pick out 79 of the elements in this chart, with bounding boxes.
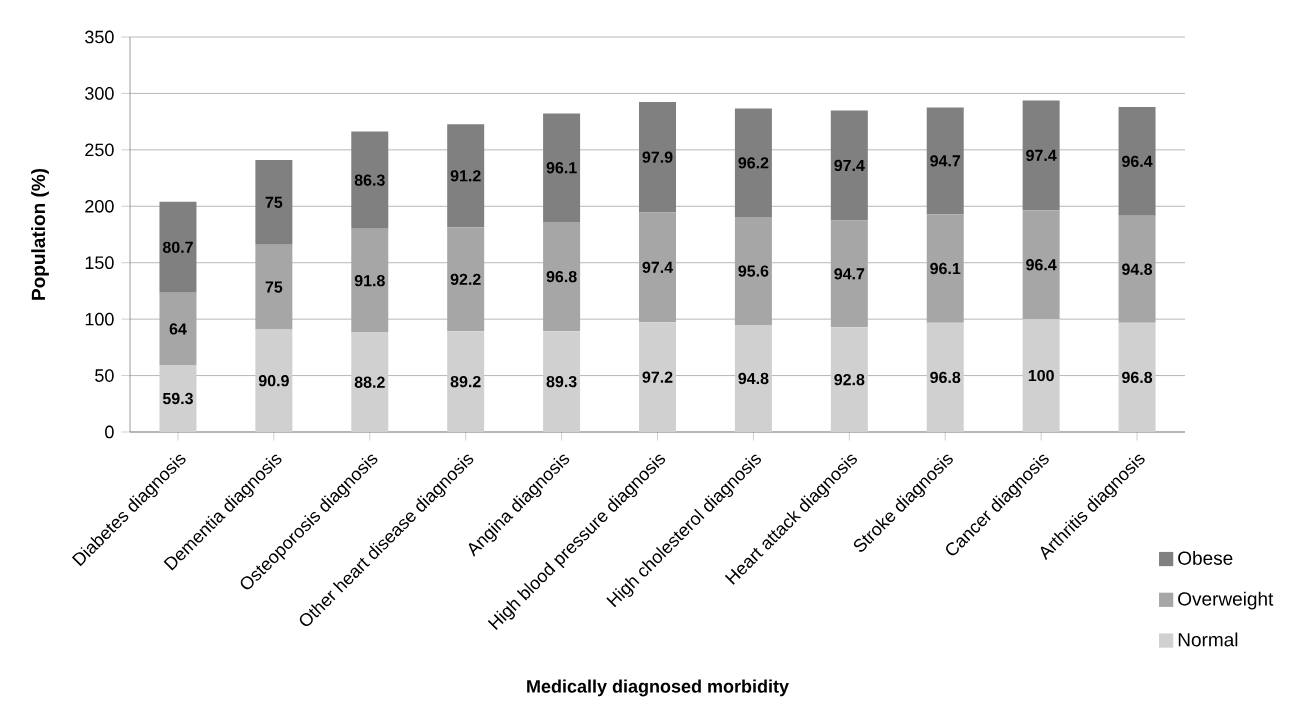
bar — [255, 329, 293, 432]
bar — [1118, 215, 1156, 323]
bar — [926, 322, 964, 432]
data-label: 91.2 — [450, 170, 481, 182]
bar — [734, 325, 772, 432]
data-label: 96.8 — [1122, 371, 1153, 384]
bar — [926, 107, 964, 215]
data-label: 97.4 — [642, 261, 673, 273]
data-label: 97.2 — [642, 371, 673, 383]
bar — [639, 322, 676, 432]
data-label: 97.4 — [1026, 149, 1057, 162]
bar — [543, 113, 581, 222]
data-label: 86.3 — [354, 174, 385, 186]
bar — [639, 101, 676, 213]
bar — [351, 228, 389, 333]
data-label: 96.1 — [930, 262, 961, 275]
data-label: 89.3 — [546, 375, 577, 388]
data-label: 91.8 — [354, 274, 385, 287]
bar — [159, 365, 197, 432]
data-label: 88.2 — [354, 376, 385, 388]
data-label: 94.8 — [738, 372, 769, 385]
data-label: 94.8 — [1122, 263, 1153, 275]
bar — [926, 214, 964, 323]
y-tick-label: 50 — [95, 369, 114, 382]
x-axis-title: Medically diagnosed morbidity — [527, 679, 789, 697]
bar — [159, 201, 197, 293]
bar — [255, 160, 293, 245]
data-label: 80.7 — [162, 241, 193, 253]
data-label: 92.8 — [834, 373, 865, 386]
bar — [734, 217, 772, 325]
bar — [447, 227, 485, 332]
bar — [1022, 100, 1060, 211]
legend-label: Overweight — [1178, 591, 1274, 610]
bar — [1118, 106, 1156, 216]
data-label: 89.2 — [450, 375, 481, 388]
bar — [734, 108, 772, 218]
y-tick-label: 300 — [85, 87, 114, 100]
data-label: 90.9 — [258, 375, 289, 387]
bar — [159, 292, 197, 366]
bar — [543, 221, 581, 332]
legend-label: Obese — [1178, 550, 1233, 565]
data-label: 96.4 — [1026, 259, 1057, 271]
bar — [639, 212, 676, 323]
data-label: 95.6 — [738, 265, 769, 277]
data-label: 97.4 — [834, 159, 865, 172]
data-label: 75 — [265, 281, 283, 293]
bar — [830, 110, 868, 221]
y-tick-label: 200 — [85, 199, 114, 213]
bar — [1118, 322, 1156, 432]
bar — [1022, 319, 1060, 432]
data-label: 96.2 — [738, 157, 769, 169]
bar — [447, 124, 485, 228]
y-tick-label: 150 — [85, 256, 114, 270]
y-axis-title: Population (%) — [31, 168, 49, 300]
data-label: 96.8 — [546, 270, 577, 283]
data-label: 92.2 — [450, 273, 481, 285]
data-label: 96.1 — [546, 162, 577, 174]
data-label: 97.9 — [642, 151, 673, 163]
legend-label: Normal — [1178, 632, 1238, 647]
bar — [543, 331, 581, 432]
y-tick-label: 350 — [85, 30, 114, 44]
y-tick-label: 100 — [85, 312, 114, 326]
y-tick-label: 0 — [105, 425, 114, 439]
bar — [830, 327, 868, 432]
bar — [830, 220, 868, 328]
bar — [447, 331, 485, 432]
data-label: 96.4 — [1122, 155, 1153, 168]
data-label: 100 — [1028, 369, 1054, 382]
bar — [351, 332, 389, 432]
y-tick-label: 250 — [85, 143, 114, 157]
data-label: 59.3 — [162, 392, 193, 405]
data-label: 94.7 — [930, 155, 961, 167]
data-label: 75 — [265, 196, 283, 209]
bar — [1022, 210, 1060, 320]
data-label: 96.8 — [930, 371, 961, 384]
bar — [255, 244, 293, 330]
bar — [351, 131, 389, 229]
data-label: 94.7 — [834, 268, 865, 280]
data-label: 64 — [169, 323, 187, 335]
